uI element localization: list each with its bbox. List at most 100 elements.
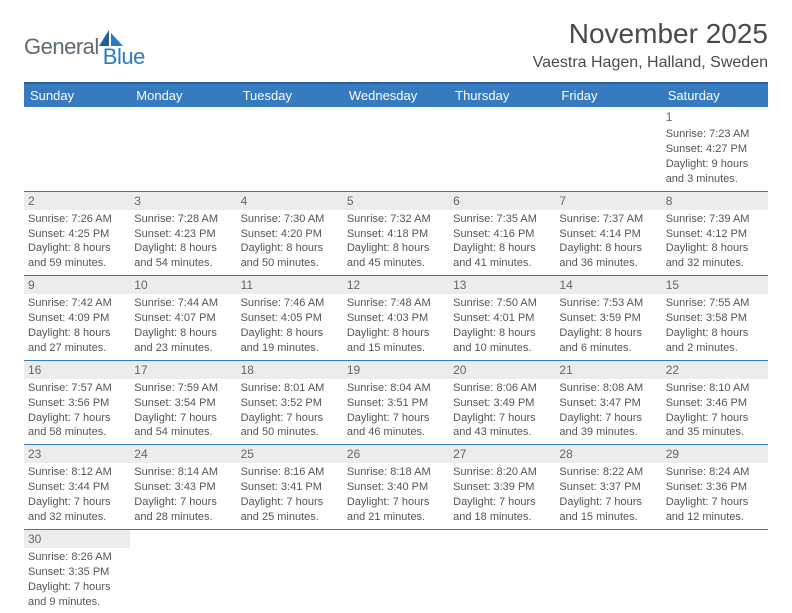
daylight-text: Daylight: 8 hours and 6 minutes. — [559, 326, 657, 356]
sunset-text: Sunset: 4:03 PM — [347, 311, 445, 326]
logo: General Blue — [24, 24, 145, 70]
daylight-text: Daylight: 7 hours and 54 minutes. — [134, 411, 232, 441]
calendar-cell: 1Sunrise: 7:23 AMSunset: 4:27 PMDaylight… — [662, 107, 768, 191]
calendar-cell: 15Sunrise: 7:55 AMSunset: 3:58 PMDayligh… — [662, 276, 768, 361]
daylight-text: Daylight: 7 hours and 9 minutes. — [28, 580, 126, 610]
calendar-cell: 28Sunrise: 8:22 AMSunset: 3:37 PMDayligh… — [555, 445, 661, 530]
calendar-cell: 9Sunrise: 7:42 AMSunset: 4:09 PMDaylight… — [24, 276, 130, 361]
calendar-cell: 8Sunrise: 7:39 AMSunset: 4:12 PMDaylight… — [662, 191, 768, 276]
calendar-cell: 3Sunrise: 7:28 AMSunset: 4:23 PMDaylight… — [130, 191, 236, 276]
day-number: 21 — [555, 361, 661, 379]
daylight-text: Daylight: 7 hours and 39 minutes. — [559, 411, 657, 441]
day-number: 27 — [449, 445, 555, 463]
col-saturday: Saturday — [662, 83, 768, 107]
sunset-text: Sunset: 3:49 PM — [453, 396, 551, 411]
sunrise-text: Sunrise: 7:53 AM — [559, 296, 657, 311]
calendar-cell — [343, 529, 449, 613]
sunset-text: Sunset: 3:40 PM — [347, 480, 445, 495]
sunrise-text: Sunrise: 7:30 AM — [241, 212, 339, 227]
sunset-text: Sunset: 3:39 PM — [453, 480, 551, 495]
day-number: 4 — [237, 192, 343, 210]
sunset-text: Sunset: 4:14 PM — [559, 227, 657, 242]
calendar-row: 23Sunrise: 8:12 AMSunset: 3:44 PMDayligh… — [24, 445, 768, 530]
sunset-text: Sunset: 3:51 PM — [347, 396, 445, 411]
calendar-cell: 14Sunrise: 7:53 AMSunset: 3:59 PMDayligh… — [555, 276, 661, 361]
day-number: 20 — [449, 361, 555, 379]
day-number: 22 — [662, 361, 768, 379]
sunrise-text: Sunrise: 8:10 AM — [666, 381, 764, 396]
day-number: 2 — [24, 192, 130, 210]
sunrise-text: Sunrise: 7:59 AM — [134, 381, 232, 396]
sunset-text: Sunset: 3:58 PM — [666, 311, 764, 326]
header: General Blue November 2025 Vaestra Hagen… — [24, 18, 768, 72]
daylight-text: Daylight: 7 hours and 58 minutes. — [28, 411, 126, 441]
day-number: 15 — [662, 276, 768, 294]
daylight-text: Daylight: 7 hours and 32 minutes. — [28, 495, 126, 525]
sunrise-text: Sunrise: 7:32 AM — [347, 212, 445, 227]
sunset-text: Sunset: 3:37 PM — [559, 480, 657, 495]
calendar-cell — [449, 107, 555, 191]
day-number: 13 — [449, 276, 555, 294]
sunrise-text: Sunrise: 8:22 AM — [559, 465, 657, 480]
daylight-text: Daylight: 8 hours and 50 minutes. — [241, 241, 339, 271]
sunset-text: Sunset: 4:23 PM — [134, 227, 232, 242]
daylight-text: Daylight: 9 hours and 3 minutes. — [666, 157, 764, 187]
sunrise-text: Sunrise: 8:01 AM — [241, 381, 339, 396]
day-number: 8 — [662, 192, 768, 210]
sunrise-text: Sunrise: 8:08 AM — [559, 381, 657, 396]
sunset-text: Sunset: 4:25 PM — [28, 227, 126, 242]
calendar-row: 9Sunrise: 7:42 AMSunset: 4:09 PMDaylight… — [24, 276, 768, 361]
sunset-text: Sunset: 4:16 PM — [453, 227, 551, 242]
month-title: November 2025 — [533, 18, 768, 50]
sunset-text: Sunset: 3:35 PM — [28, 565, 126, 580]
sunrise-text: Sunrise: 8:16 AM — [241, 465, 339, 480]
calendar-cell: 16Sunrise: 7:57 AMSunset: 3:56 PMDayligh… — [24, 360, 130, 445]
daylight-text: Daylight: 8 hours and 41 minutes. — [453, 241, 551, 271]
calendar-cell: 27Sunrise: 8:20 AMSunset: 3:39 PMDayligh… — [449, 445, 555, 530]
logo-text-general: General — [24, 34, 99, 60]
sunset-text: Sunset: 4:07 PM — [134, 311, 232, 326]
sunset-text: Sunset: 4:27 PM — [666, 142, 764, 157]
calendar-cell: 23Sunrise: 8:12 AMSunset: 3:44 PMDayligh… — [24, 445, 130, 530]
day-number: 5 — [343, 192, 449, 210]
calendar-cell: 29Sunrise: 8:24 AMSunset: 3:36 PMDayligh… — [662, 445, 768, 530]
calendar-cell — [130, 529, 236, 613]
day-number: 26 — [343, 445, 449, 463]
day-number: 6 — [449, 192, 555, 210]
calendar-cell — [343, 107, 449, 191]
daylight-text: Daylight: 7 hours and 46 minutes. — [347, 411, 445, 441]
col-tuesday: Tuesday — [237, 83, 343, 107]
daylight-text: Daylight: 8 hours and 19 minutes. — [241, 326, 339, 356]
day-number: 3 — [130, 192, 236, 210]
daylight-text: Daylight: 8 hours and 10 minutes. — [453, 326, 551, 356]
calendar-row: 30 Sunrise: 8:26 AMSunset: 3:35 PMDayligh… — [24, 529, 768, 613]
calendar-cell — [130, 107, 236, 191]
daylight-text: Daylight: 7 hours and 15 minutes. — [559, 495, 657, 525]
day-number: 1 — [666, 109, 764, 127]
col-monday: Monday — [130, 83, 236, 107]
daylight-text: Daylight: 7 hours and 35 minutes. — [666, 411, 764, 441]
sunrise-text: Sunrise: 7:28 AM — [134, 212, 232, 227]
calendar-cell: 20Sunrise: 8:06 AMSunset: 3:49 PMDayligh… — [449, 360, 555, 445]
sunrise-text: Sunrise: 8:12 AM — [28, 465, 126, 480]
daylight-text: Daylight: 7 hours and 12 minutes. — [666, 495, 764, 525]
sunset-text: Sunset: 3:56 PM — [28, 396, 126, 411]
sunrise-text: Sunrise: 8:26 AM — [28, 550, 126, 565]
calendar-cell: 5Sunrise: 7:32 AMSunset: 4:18 PMDaylight… — [343, 191, 449, 276]
calendar-cell: 2Sunrise: 7:26 AMSunset: 4:25 PMDaylight… — [24, 191, 130, 276]
calendar-cell: 25Sunrise: 8:16 AMSunset: 3:41 PMDayligh… — [237, 445, 343, 530]
calendar-cell: 18Sunrise: 8:01 AMSunset: 3:52 PMDayligh… — [237, 360, 343, 445]
calendar-cell: 7Sunrise: 7:37 AMSunset: 4:14 PMDaylight… — [555, 191, 661, 276]
sunset-text: Sunset: 3:36 PM — [666, 480, 764, 495]
daylight-text: Daylight: 8 hours and 23 minutes. — [134, 326, 232, 356]
sunset-text: Sunset: 3:54 PM — [134, 396, 232, 411]
sunrise-text: Sunrise: 7:35 AM — [453, 212, 551, 227]
daylight-text: Daylight: 8 hours and 36 minutes. — [559, 241, 657, 271]
day-number: 19 — [343, 361, 449, 379]
sunrise-text: Sunrise: 7:46 AM — [241, 296, 339, 311]
day-number: 25 — [237, 445, 343, 463]
day-number: 30 — [24, 530, 130, 548]
day-number: 9 — [24, 276, 130, 294]
sunset-text: Sunset: 4:01 PM — [453, 311, 551, 326]
calendar-cell — [555, 107, 661, 191]
